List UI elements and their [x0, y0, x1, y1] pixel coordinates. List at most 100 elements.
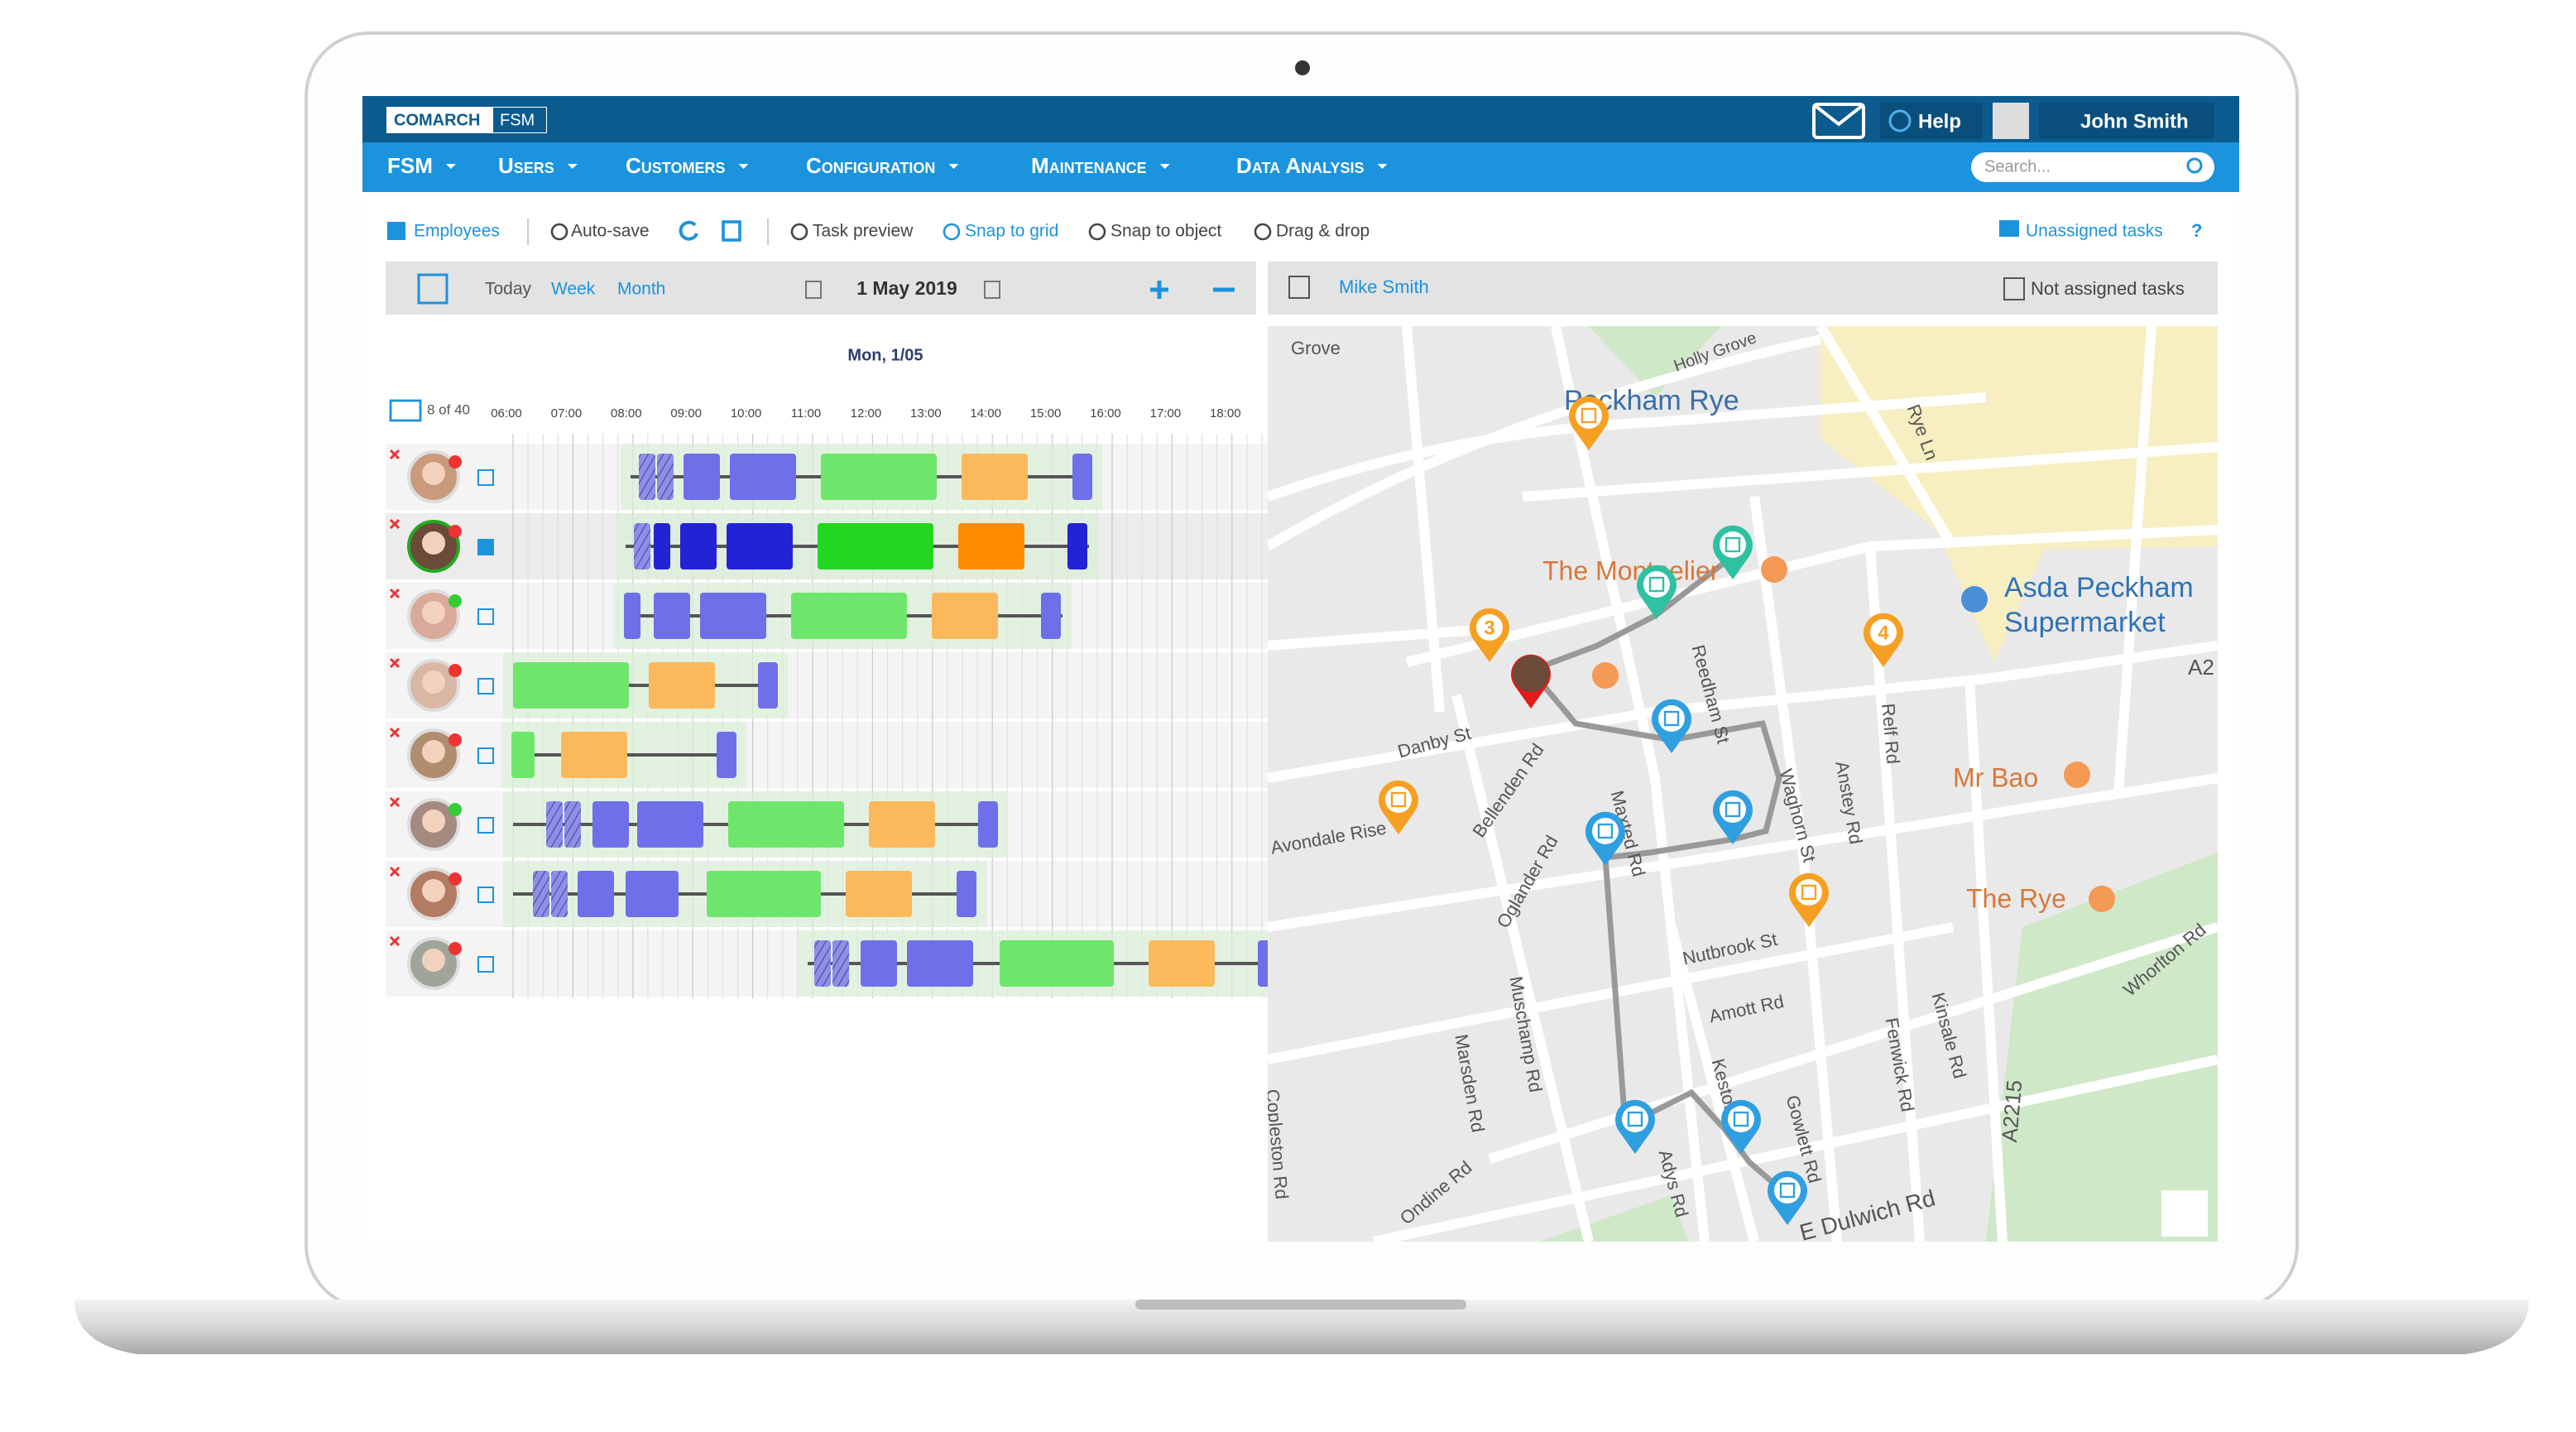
remove-icon[interactable]: [389, 935, 401, 947]
map-label: Relf Rd: [1878, 703, 1903, 765]
pin-icon: [1597, 823, 1614, 839]
map-label: Grove: [1291, 338, 1341, 358]
view-month[interactable]: Month: [617, 280, 665, 299]
zoom-control[interactable]: [2161, 1190, 2208, 1237]
pin-icon: [1725, 801, 1741, 818]
row-icon[interactable]: [477, 817, 494, 834]
pin-inner: [1643, 571, 1670, 598]
pin-icon: [1779, 1182, 1796, 1199]
nav-item[interactable]: Users: [498, 153, 554, 178]
help-button[interactable]: [1880, 103, 1983, 139]
task: [639, 454, 655, 500]
status-dot: [449, 664, 462, 677]
task: [1072, 454, 1092, 500]
toolbar-item[interactable]: Unassigned tasks: [2026, 222, 2163, 241]
task: [728, 801, 844, 848]
pin-inner: [1476, 614, 1503, 641]
help-square: [2003, 277, 2025, 300]
pin-number: 4: [1878, 622, 1889, 644]
toolbar-item[interactable]: Task preview: [813, 222, 914, 241]
toolbar-item[interactable]: Snap to grid: [965, 222, 1058, 241]
task: [758, 662, 778, 709]
user-button[interactable]: [2039, 103, 2214, 139]
toolbar-item[interactable]: Auto-save: [571, 222, 650, 241]
task: [1041, 593, 1061, 639]
remove-icon[interactable]: [389, 518, 401, 530]
nav-item[interactable]: Maintenance: [1031, 153, 1147, 178]
hour-label: 08:00: [611, 406, 642, 420]
view-week[interactable]: Week: [551, 280, 596, 299]
view-today[interactable]: Today: [485, 280, 532, 299]
row-icon[interactable]: [477, 956, 494, 973]
map-label: Asda Peckham: [2004, 572, 2194, 603]
pin-inner: [1385, 786, 1412, 813]
nav-item[interactable]: FSM: [387, 153, 433, 178]
help-link[interactable]: Help: [1918, 110, 1961, 132]
remove-icon[interactable]: [389, 866, 401, 877]
search-box[interactable]: [1971, 152, 2214, 182]
poi: [1592, 662, 1619, 689]
task: [654, 593, 690, 639]
toolbar-item[interactable]: Employees: [414, 222, 500, 241]
toolbar-check: [1088, 223, 1106, 241]
task: [546, 801, 563, 848]
pin-inner: [1720, 531, 1746, 558]
remove-icon[interactable]: [389, 657, 401, 669]
nav-item[interactable]: Data Analysis: [1236, 153, 1365, 178]
zoom-buttons[interactable]: [1150, 281, 1235, 299]
task: [551, 871, 568, 917]
help-square: [1288, 276, 1310, 299]
toolbar-item[interactable]: Drag & drop: [1276, 222, 1370, 241]
help-square[interactable]: [417, 273, 449, 305]
mail-icon[interactable]: [1812, 103, 1865, 139]
task: [634, 523, 650, 569]
toolbar-item[interactable]: Snap to object: [1111, 222, 1221, 241]
task: [821, 454, 937, 500]
pin-inner: [1728, 1106, 1754, 1132]
remove-icon[interactable]: [389, 588, 401, 599]
row-icon[interactable]: [477, 469, 494, 486]
remove-icon[interactable]: [389, 727, 401, 738]
nav-item[interactable]: Customers: [626, 153, 725, 178]
employee-name[interactable]: Mike Smith: [1339, 276, 1429, 297]
user-name[interactable]: John Smith: [2080, 110, 2189, 132]
nav-bar: [362, 142, 2239, 192]
avatar-face: [422, 879, 445, 902]
search-placeholder[interactable]: Search...: [1984, 157, 2051, 175]
task: [730, 454, 796, 500]
not-assigned[interactable]: Not assigned tasks: [2031, 278, 2185, 299]
toolbar-check: [1254, 223, 1272, 241]
date-prev[interactable]: [805, 281, 822, 299]
hour-label: 10:00: [731, 406, 762, 420]
nav-item[interactable]: Configuration: [806, 153, 935, 178]
laptop-notch: [1135, 1300, 1466, 1309]
help-icon: [1888, 109, 1912, 132]
task: [869, 801, 935, 848]
search-icon: [2186, 157, 2203, 174]
row-icon[interactable]: [477, 887, 494, 903]
task: [707, 871, 821, 917]
row-icon[interactable]: [477, 608, 494, 625]
hour-label: 11:00: [791, 406, 821, 420]
poi: [2064, 762, 2090, 788]
logo-fsm-box: [493, 108, 546, 132]
date-next[interactable]: [984, 281, 1000, 299]
map-roads: [1268, 326, 2218, 1242]
pin-icon: [1581, 407, 1597, 424]
count: 8 of 40: [427, 401, 470, 417]
task: [533, 871, 549, 917]
row-icon[interactable]: [477, 539, 494, 555]
task: [1149, 940, 1215, 987]
pin-icon: [1648, 576, 1665, 593]
row-icon[interactable]: [477, 747, 494, 764]
row-icon[interactable]: [477, 678, 494, 694]
dropdown-caret: [948, 164, 959, 169]
help-link[interactable]: ?: [2191, 220, 2202, 241]
pin-icon: [1733, 1111, 1749, 1127]
task: [680, 523, 717, 569]
remove-icon[interactable]: [389, 796, 401, 808]
remove-icon[interactable]: [389, 449, 401, 460]
